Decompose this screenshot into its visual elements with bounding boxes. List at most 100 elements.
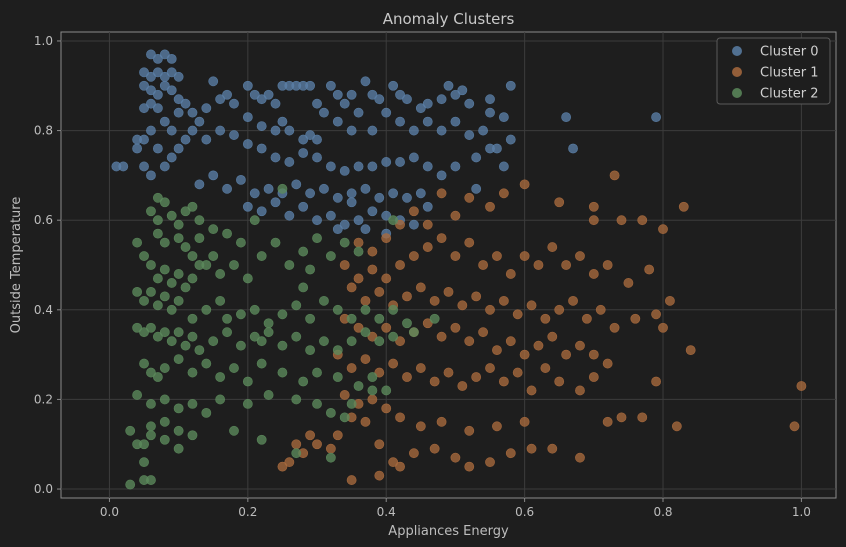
data-point <box>429 313 440 324</box>
data-point <box>146 49 156 60</box>
data-point <box>242 273 253 284</box>
data-point <box>187 107 198 118</box>
data-point <box>173 403 184 414</box>
data-point <box>616 412 627 423</box>
data-point <box>450 322 461 333</box>
data-point <box>644 264 655 275</box>
data-point <box>505 80 516 91</box>
legend-box <box>716 37 831 105</box>
data-point <box>139 327 149 338</box>
data-point <box>146 98 156 109</box>
data-point <box>152 300 163 311</box>
data-point <box>789 421 800 432</box>
data-point <box>139 475 149 485</box>
data-point <box>402 192 412 203</box>
legend: Cluster 0 Cluster 1 Cluster 2 <box>716 37 831 105</box>
data-point <box>284 125 295 136</box>
data-point <box>367 125 378 136</box>
data-point <box>429 443 440 454</box>
data-point <box>173 219 184 230</box>
data-point <box>409 152 419 163</box>
data-point <box>388 215 399 226</box>
data-point <box>236 237 246 248</box>
x-tick-label: 0.4 <box>377 505 396 519</box>
y-axis-title: Outside Temperature <box>9 197 24 334</box>
data-point <box>284 157 295 167</box>
data-point <box>346 475 357 485</box>
data-point <box>194 179 205 190</box>
data-point <box>588 269 599 279</box>
data-point <box>132 439 143 450</box>
data-point <box>166 125 177 136</box>
data-point <box>526 300 537 311</box>
x-tick-label: 1.0 <box>792 505 811 519</box>
data-point <box>492 421 502 432</box>
data-point <box>575 251 585 261</box>
data-point <box>146 421 156 432</box>
data-point <box>208 251 219 261</box>
data-point <box>360 183 371 194</box>
data-point <box>270 152 281 163</box>
data-point <box>132 322 143 333</box>
data-point <box>602 416 613 427</box>
data-point <box>139 295 149 306</box>
y-axis-ticks: 0.0 0.2 0.4 0.6 0.8 1.0 <box>34 34 61 496</box>
data-point <box>146 399 156 409</box>
data-point <box>139 103 149 114</box>
data-point <box>360 354 371 364</box>
data-point <box>464 425 475 436</box>
data-point <box>332 192 343 203</box>
data-point <box>464 237 475 248</box>
data-point <box>339 412 350 423</box>
data-point <box>464 461 475 472</box>
data-point <box>152 192 163 203</box>
data-point <box>374 313 385 324</box>
data-point <box>284 260 295 270</box>
data-point <box>263 183 274 194</box>
data-point <box>159 237 170 248</box>
data-point <box>187 430 198 441</box>
data-point <box>222 183 232 194</box>
data-point <box>180 206 191 217</box>
data-point <box>492 251 502 261</box>
data-point <box>353 381 364 391</box>
data-point <box>519 251 530 261</box>
data-point <box>651 309 661 320</box>
data-point <box>325 80 336 91</box>
data-point <box>402 291 412 302</box>
legend-marker <box>732 67 742 77</box>
data-point <box>395 336 405 347</box>
data-point <box>159 394 170 405</box>
data-point <box>215 394 226 405</box>
data-point <box>485 363 495 373</box>
data-point <box>402 318 412 329</box>
data-point <box>533 340 544 351</box>
data-point <box>291 448 302 459</box>
y-tick-label: 0.2 <box>34 392 53 406</box>
data-point <box>519 416 530 427</box>
data-point <box>284 210 295 221</box>
data-point <box>305 80 316 91</box>
data-point <box>201 358 212 369</box>
data-point <box>346 89 357 100</box>
data-point <box>187 331 198 342</box>
data-point <box>180 282 191 293</box>
data-point <box>339 237 350 248</box>
data-point <box>305 130 316 140</box>
data-point <box>422 98 433 109</box>
data-point <box>443 367 454 378</box>
data-points <box>111 49 807 490</box>
data-point <box>360 295 371 306</box>
data-point <box>353 273 364 284</box>
data-point <box>658 322 668 333</box>
data-point <box>236 340 246 351</box>
data-point <box>409 327 419 338</box>
data-point <box>201 103 212 114</box>
data-point <box>249 304 260 315</box>
data-point <box>346 399 357 409</box>
data-point <box>159 197 170 208</box>
data-point <box>166 278 177 288</box>
chart-title: Anomaly Clusters <box>383 10 515 28</box>
data-point <box>381 157 392 167</box>
y-tick-label: 1.0 <box>34 34 53 48</box>
